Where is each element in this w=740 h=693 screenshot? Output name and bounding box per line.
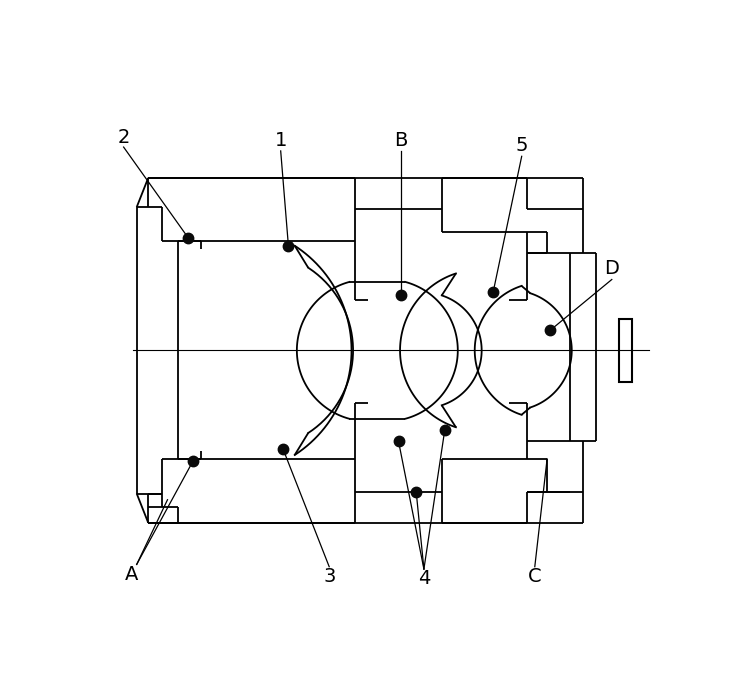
Text: D: D xyxy=(605,259,619,278)
Text: 2: 2 xyxy=(118,128,130,148)
Text: C: C xyxy=(528,568,542,586)
Text: 3: 3 xyxy=(323,568,335,586)
Text: A: A xyxy=(124,565,138,584)
Text: 1: 1 xyxy=(275,132,287,150)
Bar xyxy=(619,319,632,382)
Text: 5: 5 xyxy=(516,136,528,155)
Text: B: B xyxy=(394,132,408,150)
Text: 4: 4 xyxy=(417,569,430,588)
